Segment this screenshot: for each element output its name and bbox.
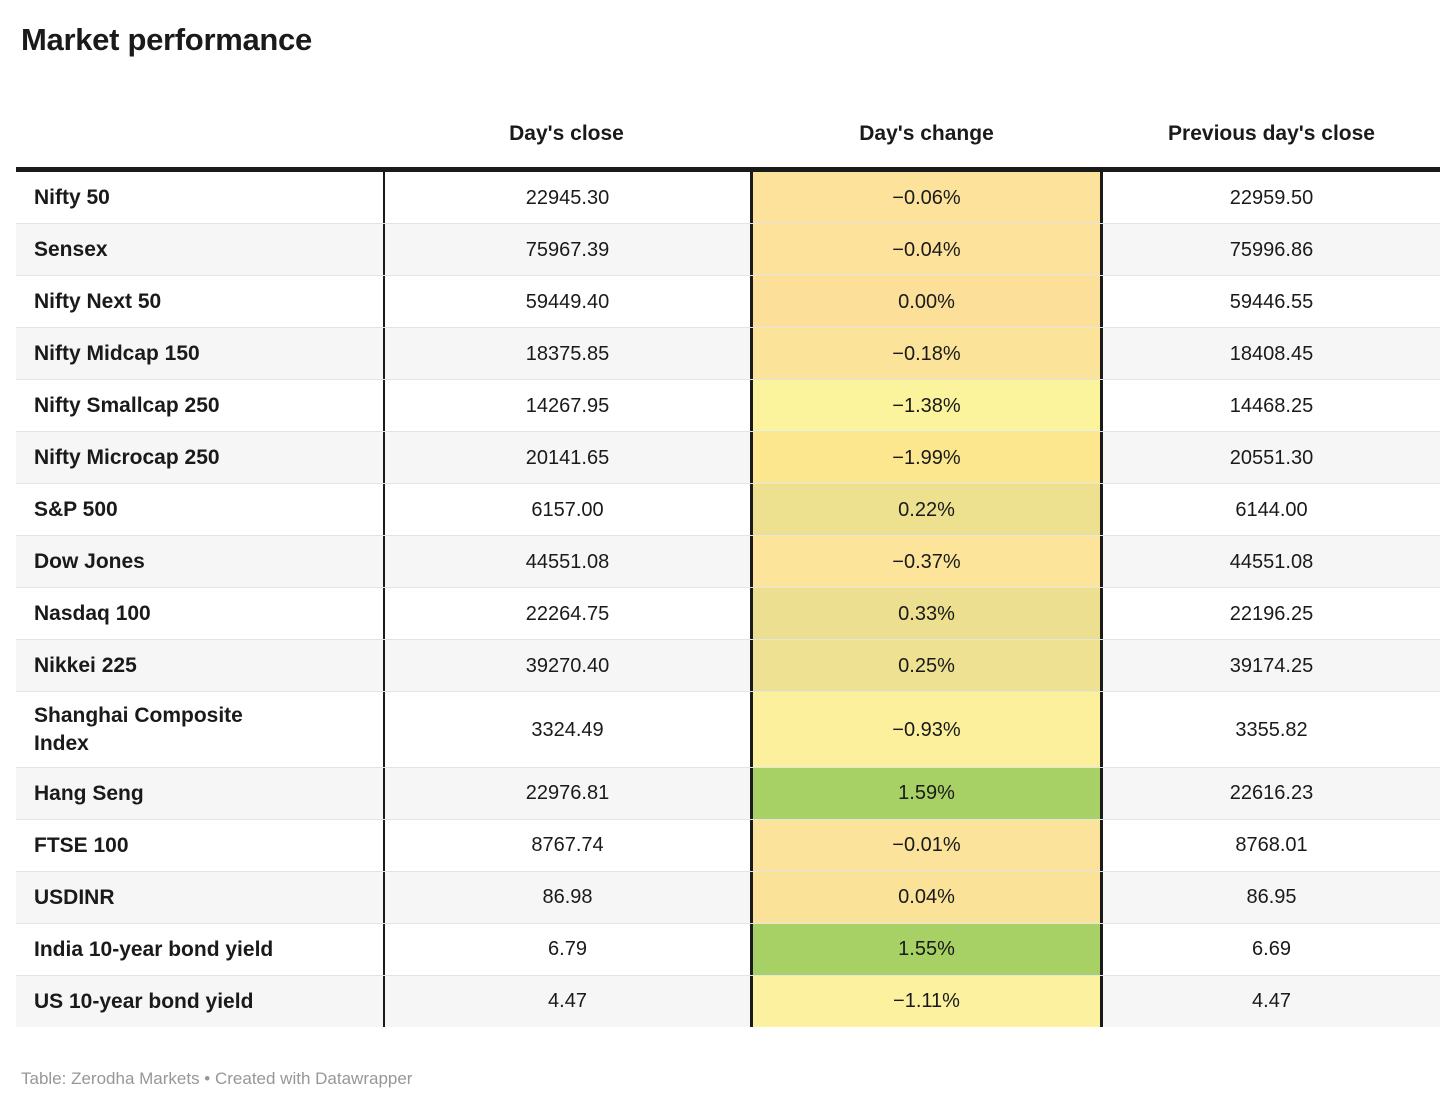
previous-days-close-value: 6144.00 [1235,498,1308,521]
days-close-value: 14267.95 [383,380,750,432]
table-row: Nasdaq 100 22264.75 0.33% 22196.25 [16,587,1440,640]
days-change-value: −0.06% [750,172,1103,224]
row-label: Nifty Next 50 [34,290,162,314]
days-close-value: 8767.74 [383,819,750,871]
previous-days-close-value: 20551.30 [1229,446,1314,469]
days-change-value: −1.38% [750,380,1103,432]
days-close-value: 22264.75 [383,588,750,640]
days-close-value: 6157.00 [383,484,750,536]
previous-days-close-value: 44551.08 [1229,550,1314,573]
row-label: Sensex [34,238,108,262]
days-close-value: 22945.30 [383,172,750,224]
days-close-value: 59449.40 [383,276,750,328]
row-label: S&P 500 [34,498,118,522]
previous-days-close-value: 6.69 [1252,938,1291,961]
previous-days-close-value: 4.47 [1252,990,1291,1013]
table-row: Nifty 50 22945.30 −0.06% 22959.50 [16,172,1440,224]
days-change-value: −0.04% [750,224,1103,276]
days-change-value: 1.59% [750,767,1103,819]
market-performance-table: Day's close Day's change Previous day's … [16,58,1440,1027]
table-row: Nifty Smallcap 250 14267.95 −1.38% 14468… [16,379,1440,432]
days-close-value: 22976.81 [383,767,750,819]
row-label: Nifty 50 [34,186,110,210]
previous-days-close-value: 14468.25 [1229,394,1314,417]
table-row: Nifty Midcap 150 18375.85 −0.18% 18408.4… [16,327,1440,380]
days-close-value: 86.98 [383,871,750,923]
row-label: Dow Jones [34,550,145,574]
days-close-value: 39270.40 [383,640,750,692]
row-label: US 10-year bond yield [34,989,254,1013]
days-close-value: 18375.85 [383,328,750,380]
table-header-row: Day's close Day's change Previous day's … [16,58,1440,173]
days-close-value: 3324.49 [383,692,750,767]
days-close-value: 20141.65 [383,432,750,484]
days-change-value: 0.00% [750,276,1103,328]
days-change-value: −0.93% [750,692,1103,767]
previous-days-close-value: 18408.45 [1229,342,1314,365]
table-row: India 10-year bond yield 6.79 1.55% 6.69 [16,922,1440,975]
row-label: FTSE 100 [34,833,129,857]
days-change-value: 0.25% [750,640,1103,692]
table-row: Nifty Microcap 250 20141.65 −1.99% 20551… [16,431,1440,484]
table-row: USDINR 86.98 0.04% 86.95 [16,870,1440,923]
row-label: USDINR [34,885,115,909]
days-change-value: 0.22% [750,484,1103,536]
days-close-value: 44551.08 [383,536,750,588]
row-label: Shanghai Composite Index [34,704,243,755]
row-label: Nifty Midcap 150 [34,342,200,366]
table-footer: Table: Zerodha Markets • Created with Da… [21,1068,413,1088]
previous-days-close-value: 3355.82 [1235,718,1308,741]
table-row: US 10-year bond yield 4.47 −1.11% 4.47 [16,974,1440,1027]
column-header-days-close: Day's close [509,122,624,145]
column-header-blank [16,127,383,147]
previous-days-close-value: 86.95 [1246,886,1297,909]
row-label: Nikkei 225 [34,654,137,678]
previous-days-close-value: 8768.01 [1235,834,1308,857]
row-label: Hang Seng [34,781,144,805]
table-row: Nikkei 225 39270.40 0.25% 39174.25 [16,639,1440,692]
previous-days-close-value: 59446.55 [1229,290,1314,313]
table-row: S&P 500 6157.00 0.22% 6144.00 [16,483,1440,536]
days-change-value: 0.04% [750,871,1103,923]
previous-days-close-value: 22196.25 [1229,602,1314,625]
table-row: Nifty Next 50 59449.40 0.00% 59446.55 [16,275,1440,328]
previous-days-close-value: 39174.25 [1229,654,1314,677]
table-row: FTSE 100 8767.74 −0.01% 8768.01 [16,818,1440,871]
previous-days-close-value: 22616.23 [1229,782,1314,805]
table-body: Nifty 50 22945.30 −0.06% 22959.50 Sensex… [16,172,1440,1027]
days-change-value: −0.18% [750,328,1103,380]
table-row: Dow Jones 44551.08 −0.37% 44551.08 [16,535,1440,588]
column-header-days-change: Day's change [859,122,994,145]
row-label: Nasdaq 100 [34,602,151,626]
days-change-value: −1.11% [750,975,1103,1027]
table-row: Hang Seng 22976.81 1.59% 22616.23 [16,766,1440,819]
days-change-value: −0.01% [750,819,1103,871]
days-change-value: 1.55% [750,923,1103,975]
row-label: Nifty Smallcap 250 [34,394,220,418]
days-change-value: −0.37% [750,536,1103,588]
row-label: India 10-year bond yield [34,937,274,961]
days-close-value: 6.79 [383,923,750,975]
previous-days-close-value: 75996.86 [1229,238,1314,261]
table-row: Sensex 75967.39 −0.04% 75996.86 [16,223,1440,276]
days-change-value: 0.33% [750,588,1103,640]
row-label: Nifty Microcap 250 [34,446,220,470]
page-title: Market performance [21,22,312,57]
days-change-value: −1.99% [750,432,1103,484]
days-close-value: 75967.39 [383,224,750,276]
column-header-previous-days-close: Previous day's close [1168,122,1375,145]
days-close-value: 4.47 [383,975,750,1027]
table-row: Shanghai Composite Index 3324.49 −0.93% … [16,691,1440,767]
previous-days-close-value: 22959.50 [1229,186,1314,209]
